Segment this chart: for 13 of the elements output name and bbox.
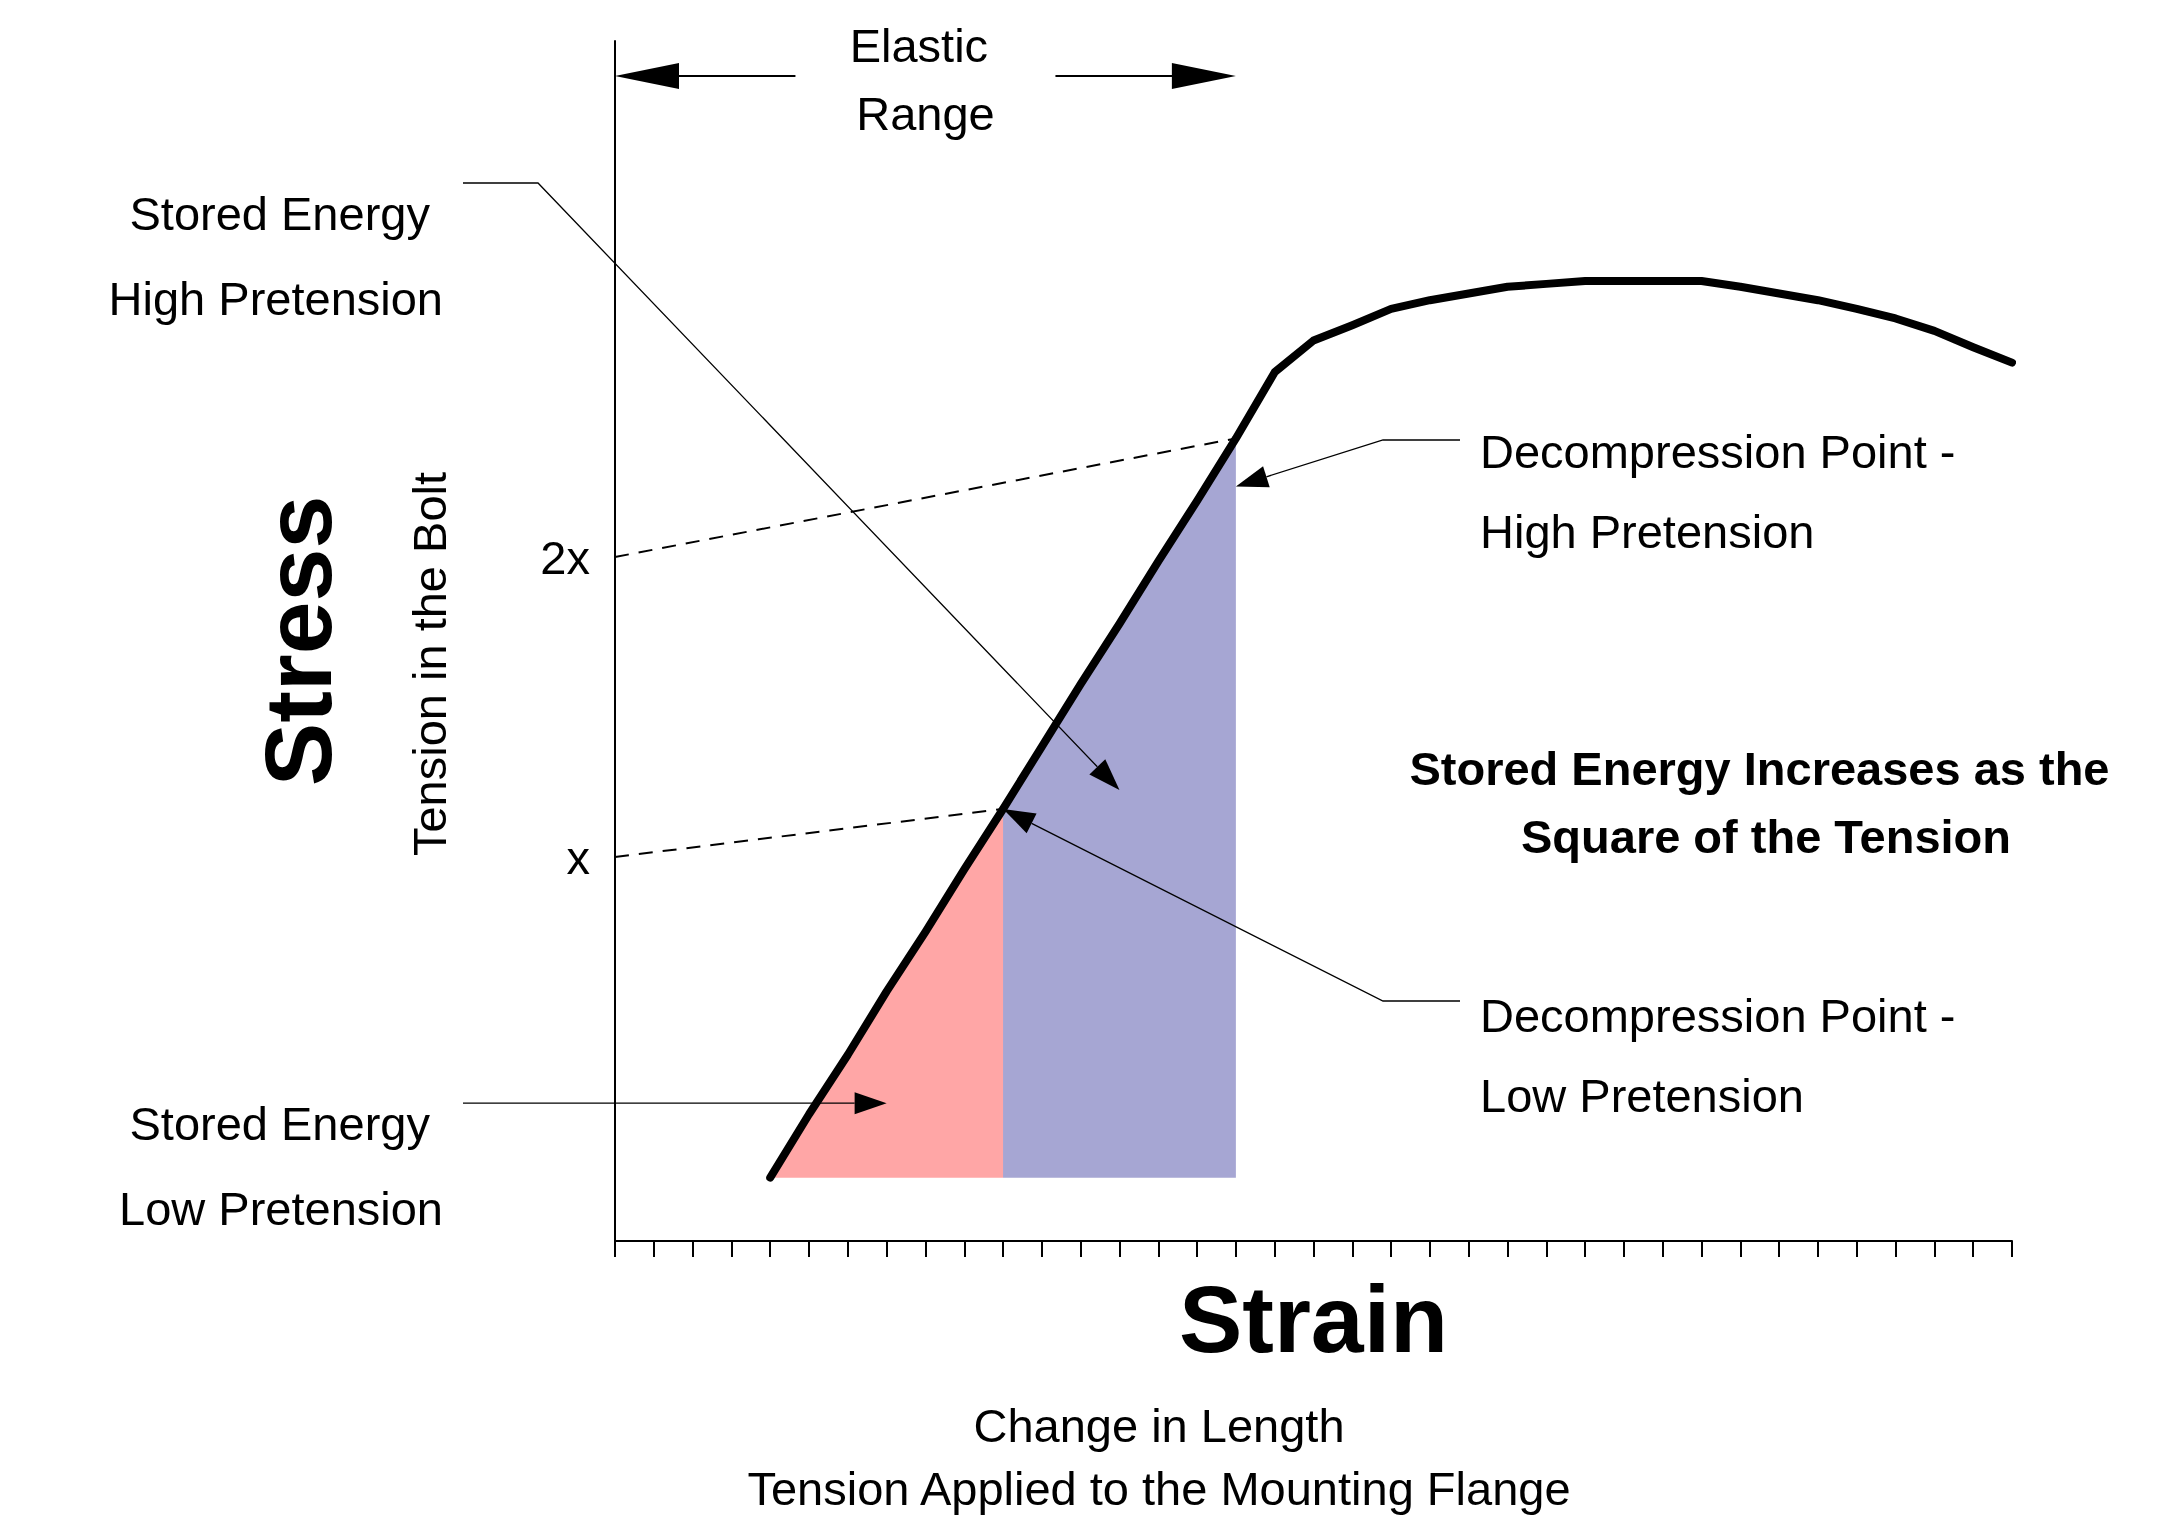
text: Elastic Range [849, 18, 1002, 140]
text: Change in Length [973, 1398, 1345, 1452]
y-axis-title: Stress [244, 495, 351, 787]
text: Tension Applied to the Mounting Flange [747, 1461, 1571, 1515]
annotation: Stored Energy Increases as the Square of the Tension [1409, 741, 2123, 863]
text: 2x [540, 530, 590, 584]
annotation: Decompression Point - Low Pretension [1480, 988, 1969, 1122]
text: Stored Energy Low Pretension [119, 1097, 443, 1235]
text: x [566, 830, 590, 884]
annotation: Decompression Point - High Pretension [1480, 424, 1969, 558]
text: Tension in the Bolt [402, 471, 456, 857]
x-axis-title: Strain [1178, 1265, 1449, 1372]
text: Stored Energy High Pretension [108, 187, 443, 325]
